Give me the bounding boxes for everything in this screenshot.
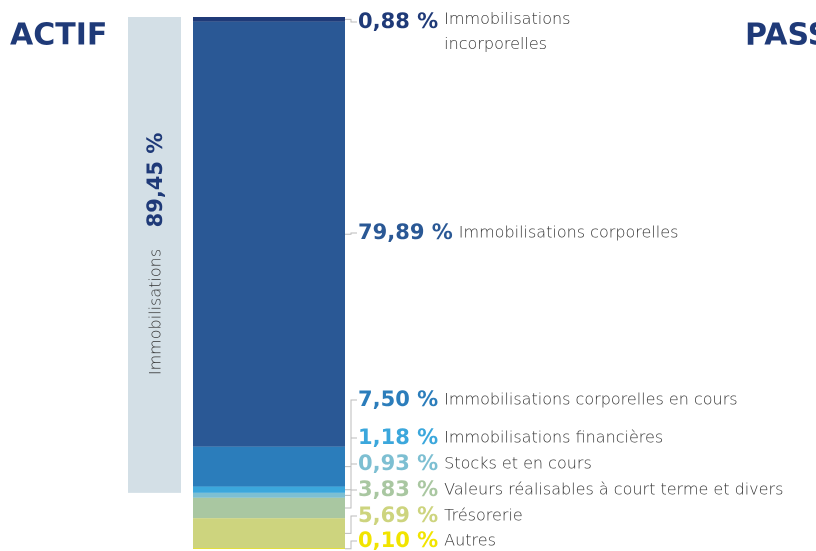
leader-line (345, 18, 357, 23)
group-bracket (128, 17, 181, 493)
leader-line (345, 515, 357, 534)
segment (193, 518, 345, 549)
value-label: 0,10 % (358, 528, 438, 551)
segment (193, 486, 345, 493)
segment-name: Trésorerie (444, 506, 523, 525)
leader-line (345, 399, 357, 468)
segment (193, 446, 345, 487)
segment (193, 21, 345, 447)
value-label: 0,88 % (358, 9, 438, 33)
value-label: 5,69 % (358, 503, 438, 527)
value-label: 1,18 % (358, 425, 438, 449)
value-label: 0,93 % (358, 451, 438, 475)
segment-name: Stocks et en cours (444, 454, 592, 473)
segment (193, 492, 345, 498)
leader-line (345, 232, 357, 235)
group-label: Immobilisations (146, 249, 165, 375)
leader-line (345, 463, 357, 496)
segment (193, 17, 345, 22)
segment (193, 497, 345, 519)
segment-name: Immobilisations incorporelles (444, 9, 575, 53)
segment-name: Immobilisations corporelles (459, 223, 679, 242)
leader-line (345, 489, 357, 509)
title: ACTIF (10, 18, 107, 53)
value-label: 7,50 % (358, 387, 438, 411)
segment (193, 548, 345, 549)
segment-name: Immobilisations corporelles en cours (444, 390, 737, 409)
segment-name: Autres (444, 531, 496, 550)
group-value: 89,45 % (143, 133, 167, 228)
second-title: PASS (745, 18, 816, 53)
segment-name: Valeurs réalisables à court terme et div… (444, 480, 783, 499)
value-label: 79,89 % (358, 220, 453, 244)
leader-line (345, 540, 357, 550)
segment-name: Immobilisations financières (444, 428, 663, 447)
value-label: 3,83 % (358, 477, 438, 501)
